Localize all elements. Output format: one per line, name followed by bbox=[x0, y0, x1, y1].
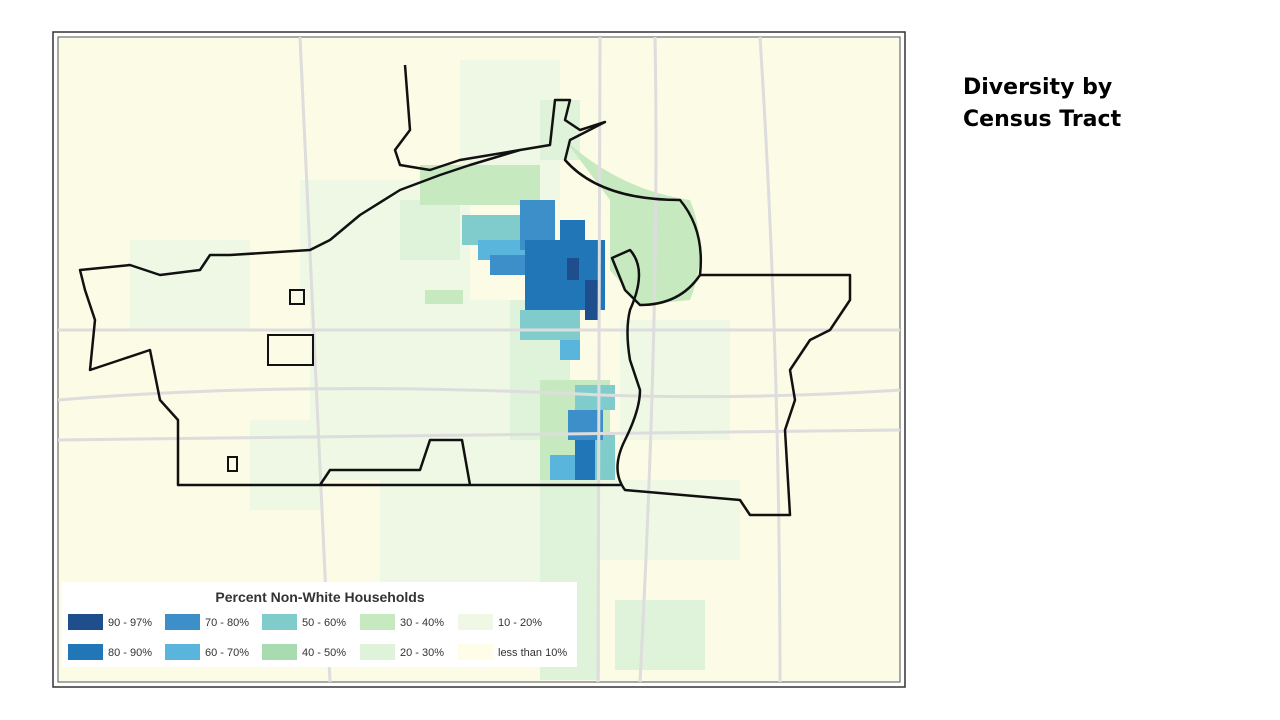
legend-swatch bbox=[165, 614, 200, 630]
legend-swatch bbox=[68, 614, 103, 630]
legend-swatch bbox=[68, 644, 103, 660]
legend-label: 60 - 70% bbox=[205, 647, 249, 659]
legend-label: 90 - 97% bbox=[108, 617, 152, 629]
legend-swatch bbox=[360, 644, 395, 660]
map: Percent Non-White Households 90 - 97% 70 … bbox=[52, 31, 906, 688]
legend-swatch bbox=[458, 644, 493, 660]
legend-label: 10 - 20% bbox=[498, 617, 542, 629]
slide-title: Diversity by Census Tract bbox=[963, 72, 1121, 136]
legend-swatch bbox=[165, 644, 200, 660]
legend-title: Percent Non-White Households bbox=[215, 589, 424, 605]
enclave bbox=[289, 289, 305, 305]
legend-label: 80 - 90% bbox=[108, 647, 152, 659]
legend-label: 20 - 30% bbox=[400, 647, 444, 659]
legend-label: 30 - 40% bbox=[400, 617, 444, 629]
legend-label: 70 - 80% bbox=[205, 617, 249, 629]
title-line: Census Tract bbox=[963, 107, 1122, 132]
legend-label: 40 - 50% bbox=[302, 647, 346, 659]
roads bbox=[57, 36, 901, 683]
enclave bbox=[267, 334, 314, 366]
legend-swatch bbox=[360, 614, 395, 630]
legend-swatch bbox=[262, 644, 297, 660]
legend-label: less than 10% bbox=[498, 647, 567, 659]
title-line: Diversity by bbox=[963, 75, 1113, 100]
tracts-90 bbox=[567, 258, 600, 320]
legend-swatch bbox=[262, 614, 297, 630]
legend-label: 50 - 60% bbox=[302, 617, 346, 629]
legend-swatch bbox=[458, 614, 493, 630]
legend: 90 - 97% 70 - 80% 50 - 60% 30 - 40% 10 - 20%… bbox=[68, 614, 567, 660]
enclave bbox=[227, 456, 238, 472]
city-boundary bbox=[78, 64, 852, 517]
